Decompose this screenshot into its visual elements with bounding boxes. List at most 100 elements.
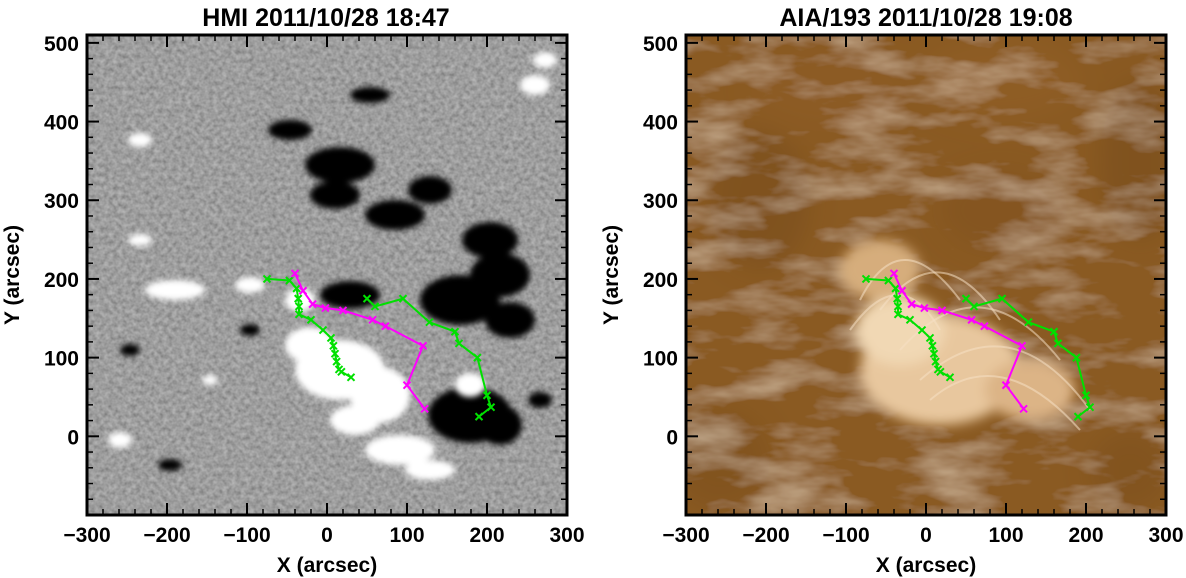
y-tick-label: 300 — [643, 190, 678, 213]
path-marker — [425, 318, 434, 327]
x-tick-label: −100 — [822, 524, 869, 547]
x-tick-label: 0 — [920, 524, 932, 547]
hmi-overlay-paths — [262, 269, 496, 421]
path-marker — [893, 310, 903, 319]
aia-overlay-paths — [861, 269, 1095, 421]
y-tick-label: 0 — [67, 426, 79, 449]
path-marker — [1019, 404, 1028, 413]
x-axis-label: X (arcsec) — [876, 554, 976, 577]
path-marker — [321, 303, 330, 313]
aia-axes: −300 −200 −100 0 100 200 300 0 100 200 300 400 500 X … — [600, 33, 1184, 577]
path-marker — [420, 404, 429, 413]
path-marker — [338, 306, 348, 315]
path-marker — [398, 294, 408, 303]
y-tick-label: 0 — [666, 426, 678, 449]
path-marker — [937, 306, 947, 315]
y-tick-label: 200 — [44, 269, 79, 292]
aia-193-image — [686, 35, 1166, 515]
path-marker — [1085, 402, 1095, 412]
y-tick-label: 100 — [643, 348, 678, 371]
path-marker — [1081, 391, 1091, 400]
y-tick-label: 200 — [643, 269, 678, 292]
path-marker — [1024, 318, 1033, 327]
path-marker — [920, 303, 929, 313]
path-marker — [928, 341, 937, 351]
path-marker — [337, 367, 346, 376]
hmi-panel-title: HMI 2011/10/28 18:47 — [202, 4, 449, 32]
aia-panel: AIA/193 2011/10/28 19:08 — [600, 4, 1184, 577]
overlay-path — [294, 273, 426, 410]
path-marker — [290, 269, 300, 278]
path-marker — [907, 299, 916, 309]
path-marker — [418, 341, 428, 351]
path-marker — [884, 276, 893, 285]
path-marker — [891, 284, 900, 293]
path-marker — [1017, 341, 1027, 351]
x-tick-label: 100 — [988, 524, 1023, 547]
x-tick-label: 0 — [321, 524, 333, 547]
path-marker — [917, 325, 927, 335]
path-marker — [262, 274, 272, 284]
y-tick-label: 100 — [44, 348, 79, 371]
overlay-path — [893, 273, 1025, 410]
y-tick-label: 500 — [643, 33, 678, 56]
path-marker — [897, 286, 907, 295]
hmi-axes: −300 −200 −100 0 100 200 300 0 100 200 300 400 500 X … — [1, 33, 585, 577]
path-marker — [486, 402, 496, 412]
path-marker — [381, 321, 390, 331]
path-marker — [905, 315, 915, 325]
x-tick-label: 300 — [549, 524, 584, 547]
path-marker — [893, 302, 903, 311]
path-marker — [294, 302, 304, 311]
path-marker — [969, 302, 979, 311]
path-marker — [330, 349, 340, 358]
path-marker — [306, 315, 316, 325]
path-marker — [1049, 327, 1059, 336]
path-marker — [1073, 412, 1083, 421]
path-marker — [370, 302, 380, 311]
path-marker — [285, 276, 294, 285]
y-axis-label: Y (arcsec) — [1, 225, 24, 325]
overlay-path — [366, 297, 493, 418]
y-tick-label: 300 — [44, 190, 79, 213]
path-marker — [936, 367, 945, 376]
path-marker — [293, 294, 303, 303]
path-marker — [473, 353, 482, 362]
path-marker — [362, 294, 372, 303]
hmi-panel: HMI 2011/10/28 18:47 — [1, 4, 585, 577]
y-tick-label: 400 — [44, 112, 79, 135]
path-marker — [945, 373, 955, 382]
y-axis-label: Y (arcsec) — [600, 225, 623, 325]
path-marker — [961, 294, 971, 303]
path-marker — [308, 299, 317, 309]
x-tick-label: −200 — [742, 524, 789, 547]
x-tick-label: 100 — [389, 524, 424, 547]
path-marker — [346, 373, 356, 382]
x-tick-label: −300 — [63, 524, 110, 547]
path-marker — [1072, 353, 1081, 362]
path-marker — [929, 349, 939, 358]
x-tick-label: 300 — [1148, 524, 1183, 547]
overlay-path — [965, 297, 1092, 418]
path-marker — [482, 391, 492, 400]
path-marker — [474, 412, 484, 421]
path-marker — [889, 269, 899, 278]
path-marker — [454, 339, 464, 348]
path-marker — [1053, 339, 1063, 348]
path-marker — [450, 327, 460, 336]
x-tick-label: −100 — [223, 524, 270, 547]
path-marker — [925, 333, 935, 343]
path-marker — [294, 310, 304, 319]
path-marker — [402, 380, 412, 390]
aia-panel-title: AIA/193 2011/10/28 19:08 — [779, 4, 1072, 32]
x-tick-label: −200 — [143, 524, 190, 547]
path-marker — [368, 315, 377, 325]
path-marker — [980, 321, 989, 331]
path-marker — [931, 357, 940, 366]
path-marker — [298, 286, 308, 295]
path-marker — [326, 333, 336, 343]
x-axis-label: X (arcsec) — [277, 554, 377, 577]
path-marker — [292, 284, 301, 293]
x-tick-label: 200 — [469, 524, 504, 547]
